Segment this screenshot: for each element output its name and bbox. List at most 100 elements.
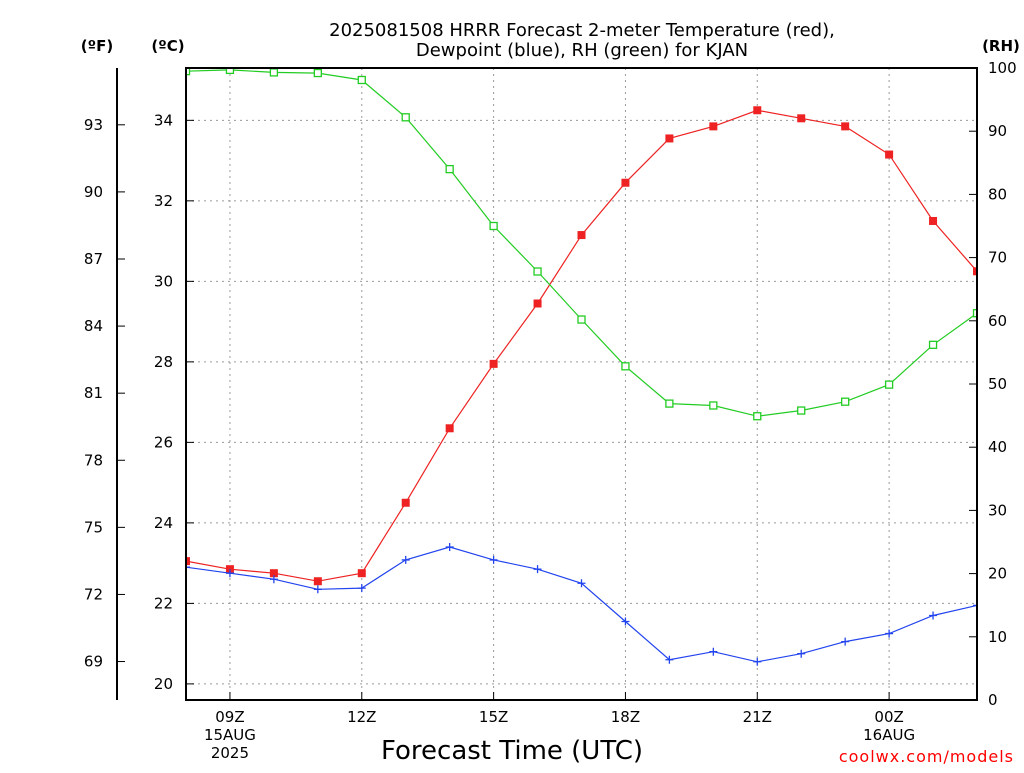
celsius-tick-label: 34 (154, 111, 173, 129)
rh-point (445, 164, 454, 174)
dewpoint-point (929, 611, 938, 620)
credit-text: coolwx.com/models (839, 747, 1014, 766)
dewpoint-point (973, 601, 977, 610)
temperature-point (269, 569, 278, 578)
temperature-point (313, 577, 322, 586)
plot-frame (185, 67, 978, 701)
rh-point (186, 68, 191, 76)
temperature-point (885, 150, 894, 159)
temperature-point (797, 114, 806, 123)
temperature-point (225, 565, 234, 574)
temperature-point (533, 299, 542, 308)
fahrenheit-tick-label: 87 (84, 250, 103, 268)
temperature-point (357, 569, 366, 578)
chart-title-line1: 2025081508 HRRR Forecast 2-meter Tempera… (329, 20, 835, 41)
temperature-point (665, 134, 674, 143)
x-axis-label: Forecast Time (UTC) (381, 736, 643, 766)
dewpoint-point (313, 585, 322, 594)
dewpoint-point (401, 555, 410, 564)
fahrenheit-tick-label: 84 (84, 317, 103, 335)
temperature-point (401, 498, 410, 507)
unit-rh: (RH) (982, 37, 1020, 55)
x-tick-label: 00Z (874, 708, 903, 726)
celsius-tick-label: 20 (154, 675, 173, 693)
fahrenheit-tick-label: 78 (84, 451, 103, 469)
temperature-point (929, 216, 938, 225)
chart-title-line2: Dewpoint (blue), RH (green) for KJAN (416, 40, 748, 61)
temperature-series-line (186, 109, 977, 582)
dewpoint-point (709, 647, 718, 656)
dewpoint-point (621, 617, 630, 626)
temperature-point (621, 178, 630, 187)
dewpoint-point (797, 649, 806, 658)
rh-point (313, 68, 322, 78)
x-tick-label: 18Z (611, 708, 640, 726)
rh-point (665, 399, 674, 408)
fahrenheit-tick-label: 81 (84, 384, 103, 402)
x-tick-label: 09Z (215, 708, 244, 726)
fahrenheit-tick-label: 90 (84, 183, 103, 201)
dewpoint-point (225, 569, 234, 578)
celsius-tick-label: 22 (154, 594, 173, 612)
fahrenheit-tick-label: 72 (84, 585, 103, 603)
rh-tick-label: 70 (988, 249, 1007, 267)
celsius-tick-label: 30 (154, 272, 173, 290)
rh-point (753, 412, 762, 421)
temperature-point (709, 122, 718, 131)
rh-point (489, 221, 498, 231)
series-layer (186, 68, 977, 666)
axes: 20 22 24 26 28 30 32 34 69 72 75 78 81 84 87 90 93 0 10 20 3… (84, 59, 1017, 762)
rh-tick-label: 40 (988, 438, 1007, 456)
fahrenheit-tick-label: 75 (84, 518, 103, 536)
rh-point (884, 380, 894, 389)
rh-series-line (186, 69, 977, 417)
temperature-point (489, 359, 498, 368)
dewpoint-point (269, 575, 278, 584)
rh-point (533, 267, 542, 276)
unit-celsius: (ºC) (151, 37, 184, 55)
rh-point (972, 309, 977, 318)
rh-point (401, 113, 410, 122)
rh-point (797, 406, 806, 415)
temperature-point (577, 231, 586, 240)
rh-tick-label: 30 (988, 501, 1007, 519)
fahrenheit-tick-label: 93 (84, 116, 103, 134)
rh-point (577, 315, 586, 324)
grid (186, 68, 977, 700)
rh-point (841, 397, 850, 406)
rh-tick-label: 10 (988, 628, 1007, 646)
dewpoint-point (445, 543, 454, 552)
dewpoint-point (753, 657, 762, 666)
rh-tick-label: 90 (988, 122, 1007, 140)
dewpoint-point (577, 579, 586, 588)
dewpoint-point (357, 584, 366, 593)
rh-tick-label: 50 (988, 375, 1007, 393)
rh-point (269, 68, 279, 77)
fahrenheit-tick-label: 69 (84, 653, 103, 671)
temperature-point (753, 106, 762, 115)
rh-point (621, 362, 630, 371)
rh-tick-label: 60 (988, 312, 1007, 330)
x-tick-label: 15AUG (204, 726, 256, 744)
dewpoint-point (489, 555, 498, 564)
temperature-point (186, 557, 190, 566)
rh-point (357, 75, 366, 85)
dewpoint-point (885, 629, 894, 638)
rh-point (225, 68, 235, 75)
x-tick-label: 12Z (347, 708, 376, 726)
unit-fahrenheit: (ºF) (81, 37, 113, 55)
rh-tick-label: 0 (988, 691, 998, 709)
x-tick-label: 15Z (479, 708, 508, 726)
celsius-tick-label: 26 (154, 433, 173, 451)
dewpoint-point (665, 655, 674, 664)
rh-tick-label: 80 (988, 185, 1007, 203)
dewpoint-point (841, 637, 850, 646)
x-tick-label: 21Z (743, 708, 772, 726)
celsius-tick-label: 24 (154, 514, 173, 532)
temperature-point (841, 122, 850, 131)
rh-tick-label: 20 (988, 565, 1007, 583)
temperature-point (445, 424, 454, 433)
rh-point (928, 340, 938, 349)
